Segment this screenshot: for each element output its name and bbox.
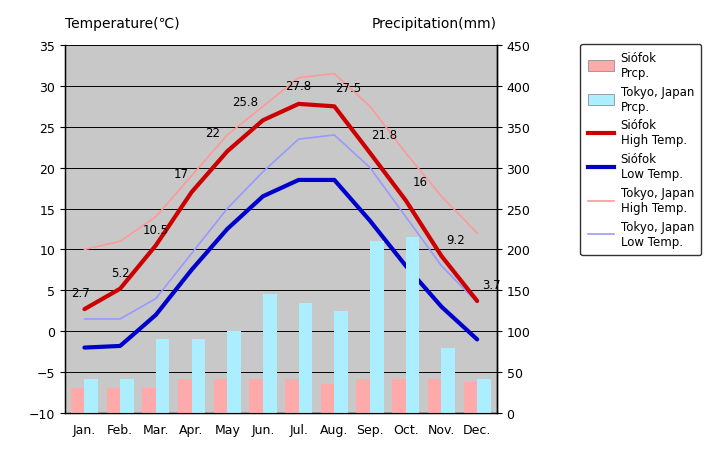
Bar <box>321 384 334 413</box>
Bar <box>285 379 299 413</box>
Bar <box>192 340 205 413</box>
Bar <box>214 379 228 413</box>
Bar <box>71 389 84 413</box>
Bar <box>370 242 384 413</box>
Bar <box>299 303 312 413</box>
Bar <box>334 311 348 413</box>
Text: 17: 17 <box>174 168 189 180</box>
Text: 5.2: 5.2 <box>111 266 130 279</box>
Text: 16: 16 <box>413 176 428 189</box>
Bar <box>156 340 169 413</box>
Text: 10.5: 10.5 <box>143 223 169 236</box>
Bar <box>120 379 134 413</box>
Bar <box>477 379 491 413</box>
Bar <box>249 379 263 413</box>
Bar <box>143 389 156 413</box>
Text: 21.8: 21.8 <box>372 129 397 141</box>
Text: 25.8: 25.8 <box>232 96 258 109</box>
Bar <box>428 379 441 413</box>
Text: 22: 22 <box>205 127 220 140</box>
Bar <box>107 389 120 413</box>
Legend: Siófok
Prcp., Tokyo, Japan
Prcp., Siófok
High Temp., Siófok
Low Temp., Tokyo, Ja: Siófok Prcp., Tokyo, Japan Prcp., Siófok… <box>580 45 701 256</box>
Bar <box>84 379 98 413</box>
Text: Temperature(℃): Temperature(℃) <box>65 17 179 31</box>
Bar <box>178 379 192 413</box>
Bar <box>441 348 455 413</box>
Text: Precipitation(mm): Precipitation(mm) <box>372 17 497 31</box>
Text: 2.7: 2.7 <box>71 287 90 300</box>
Text: 9.2: 9.2 <box>446 234 465 246</box>
Bar <box>392 379 406 413</box>
Bar <box>406 238 419 413</box>
Bar <box>356 379 370 413</box>
Text: 27.5: 27.5 <box>336 82 361 95</box>
Bar <box>228 331 240 413</box>
Bar <box>263 295 276 413</box>
Text: 27.8: 27.8 <box>286 79 312 92</box>
Text: 3.7: 3.7 <box>482 279 500 291</box>
Bar <box>464 382 477 413</box>
